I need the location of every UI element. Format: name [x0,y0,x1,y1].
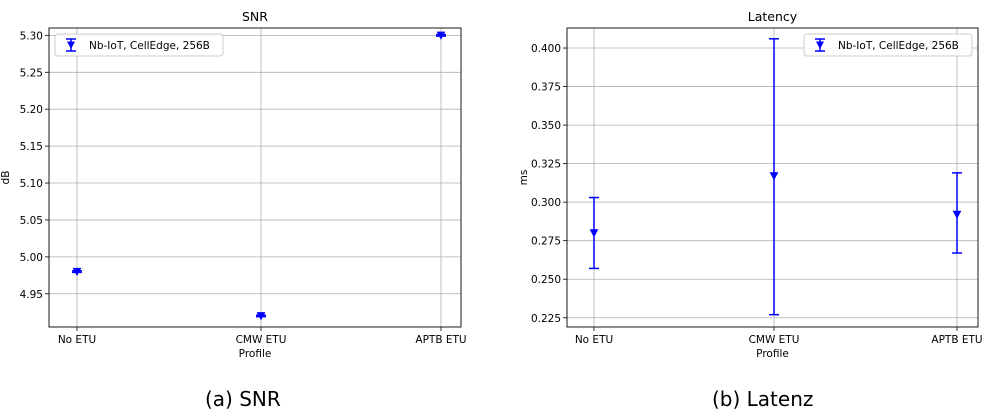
chart2-data-point [952,210,962,220]
chart2-legend-box [803,33,973,57]
chart1-title: SNR [242,9,268,24]
chart1-xlabel: Profile [239,348,272,360]
chart2-ytick-label: 0.325 [531,159,561,171]
chart2-ytick-label: 0.400 [531,43,561,55]
chart2-data-point [769,172,779,181]
chart1-ytick-label: 5.30 [20,30,43,42]
chart2-axes-frame [566,27,979,328]
chart2-xlabel: Profile [756,348,789,360]
chart2-xtick-label: APTB ETU [931,334,982,346]
caption-b: (b) Latenz [712,387,814,411]
chart2-ytick-label: 0.225 [531,313,561,325]
chart1-ytick-label: 5.00 [20,252,43,264]
chart1-legend-marker [67,41,75,49]
chart1-legend-label: Nb-IoT, CellEdge, 256B [89,40,210,52]
chart1-ytick-label: 4.95 [20,289,43,301]
chart2-data-point [589,229,599,238]
chart2-xtick-label: CMW ETU [749,334,800,346]
caption-a: (a) SNR [205,387,281,411]
chart2-ylabel: ms [518,170,530,186]
chart2-xtick-label: No ETU [575,334,613,346]
chart1-xtick-label: CMW ETU [236,334,287,346]
chart1-ytick-label: 5.10 [20,178,43,190]
chart2-ytick-label: 0.375 [531,82,561,94]
chart1-data-point [436,31,446,40]
chart2-ytick-label: 0.350 [531,120,561,132]
chart1-ylabel: dB [0,171,12,185]
chart2-title: Latency [748,9,798,24]
chart1-ytick-label: 5.15 [20,141,43,153]
chart1-ytick-label: 5.20 [20,104,43,116]
chart2-ytick-label: 0.275 [531,236,561,248]
chart1-axes-frame [48,27,462,328]
chart2-ytick-label: 0.250 [531,274,561,286]
chart1-ytick-label: 5.25 [20,67,43,79]
chart2-legend-label: Nb-IoT, CellEdge, 256B [838,40,959,52]
chart1-xtick-label: APTB ETU [415,334,466,346]
chart1-xtick-label: No ETU [58,334,96,346]
chart1-data-point [72,267,82,277]
chart1-data-point [256,312,266,321]
chart2-ytick-label: 0.300 [531,197,561,209]
chart1-ytick-label: 5.05 [20,215,43,227]
chart2-legend-marker [816,41,824,49]
chart1-legend-box [54,33,224,57]
